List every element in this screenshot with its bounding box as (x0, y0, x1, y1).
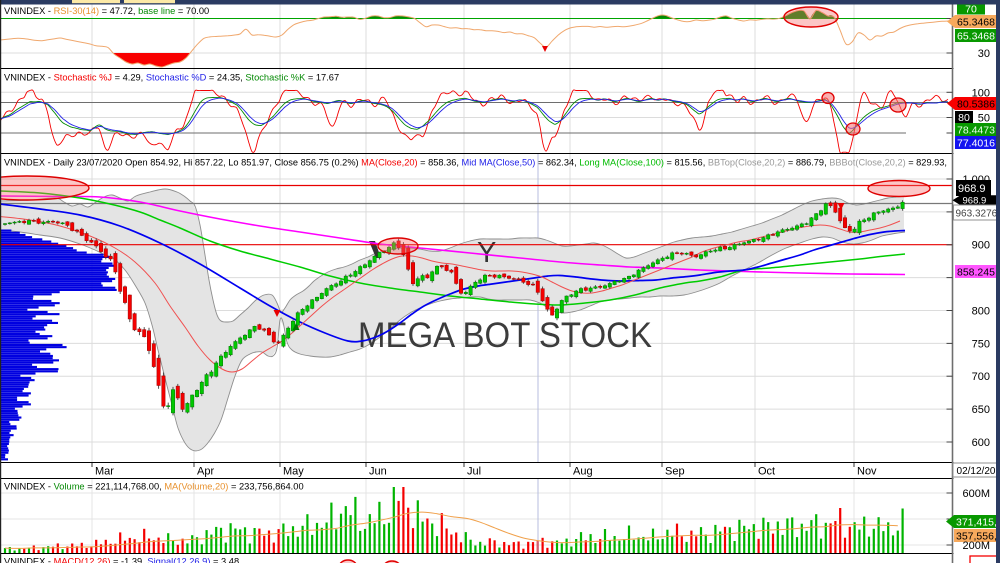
svg-text:Y: Y (477, 237, 496, 269)
svg-text:Oct: Oct (758, 466, 775, 478)
svg-text:357,556,: 357,556, (956, 530, 997, 542)
svg-text:650: 650 (972, 404, 990, 416)
svg-text:Jun: Jun (369, 466, 387, 478)
svg-text:968.9: 968.9 (958, 183, 986, 195)
svg-text:Nov: Nov (857, 466, 877, 478)
svg-text:MEGA BOT STOCK: MEGA BOT STOCK (358, 315, 652, 355)
svg-text:Apr: Apr (197, 466, 214, 478)
svg-text:Aug: Aug (573, 466, 593, 478)
svg-text:700: 700 (972, 371, 990, 383)
svg-text:900: 900 (972, 240, 990, 252)
svg-text:VNINDEX - Stochastic %J = 4.29: VNINDEX - Stochastic %J = 4.29, Stochast… (4, 73, 339, 83)
svg-text:858.245: 858.245 (957, 266, 995, 278)
svg-text:968.9: 968.9 (963, 196, 987, 207)
svg-text:50: 50 (978, 113, 990, 125)
svg-text:VNINDEX - Daily 23/07/2020 Ope: VNINDEX - Daily 23/07/2020 Open 854.92, … (4, 158, 947, 168)
svg-text:May: May (283, 466, 304, 478)
svg-text:963.3276: 963.3276 (956, 208, 998, 219)
svg-text:78.4473: 78.4473 (957, 124, 995, 136)
svg-text:Sep: Sep (665, 466, 685, 478)
svg-text:600M: 600M (962, 488, 990, 500)
svg-text:371,415,: 371,415, (956, 516, 997, 528)
svg-text:800: 800 (972, 306, 990, 318)
svg-text:VNINDEX - Volume = 221,114,768: VNINDEX - Volume = 221,114,768.00, MA(Vo… (4, 482, 304, 492)
svg-text:65.3468: 65.3468 (957, 30, 995, 42)
svg-text:80: 80 (958, 112, 970, 124)
svg-text:30: 30 (978, 48, 990, 60)
svg-text:200M: 200M (962, 540, 990, 552)
svg-text:Mar: Mar (95, 466, 114, 478)
svg-text:65.3468: 65.3468 (957, 16, 995, 28)
svg-text:70: 70 (965, 3, 977, 15)
svg-text:VNINDEX - RSI-30(14) = 47.72,: VNINDEX - RSI-30(14) = 47.72, base line … (4, 6, 209, 16)
svg-text:80.5386: 80.5386 (957, 98, 995, 110)
svg-text:Jul: Jul (467, 466, 481, 478)
svg-text:750: 750 (972, 338, 990, 350)
svg-text:600: 600 (972, 437, 990, 449)
svg-text:VNINDEX - MACD(12,26) = -1.39,: VNINDEX - MACD(12,26) = -1.39, Signal(12… (4, 557, 239, 563)
svg-text:02/12/20: 02/12/20 (957, 466, 996, 477)
svg-text:77.4016: 77.4016 (957, 137, 995, 149)
svg-text:100: 100 (972, 87, 990, 99)
